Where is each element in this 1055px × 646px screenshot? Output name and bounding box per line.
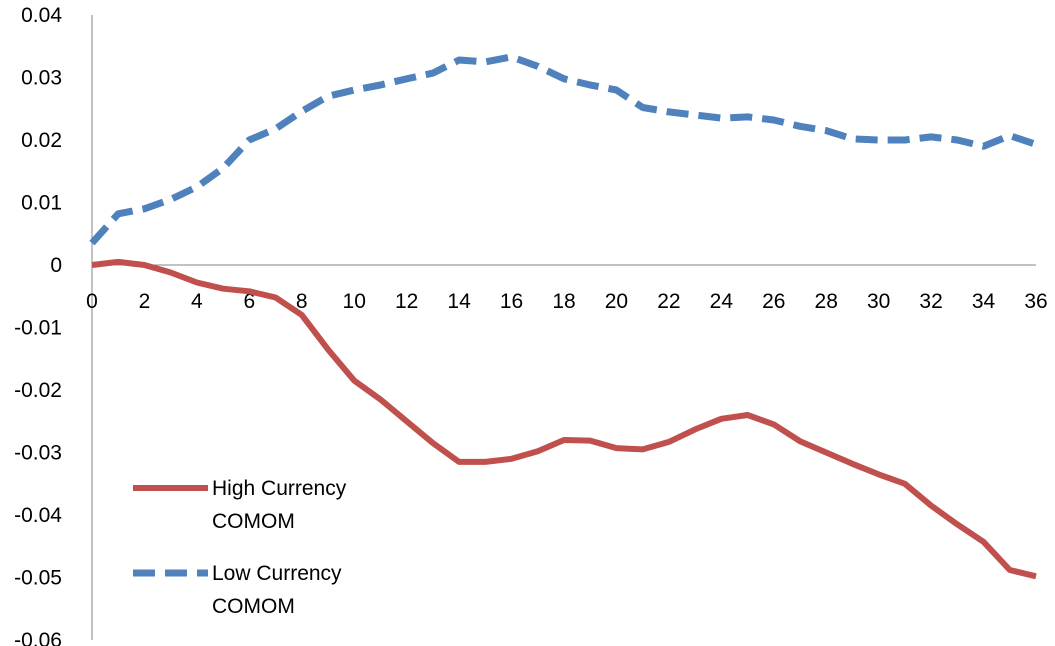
x-tick-label: 6 — [243, 290, 255, 313]
legend: High Currency COMOM Low Currency COMOM — [133, 477, 347, 618]
x-tick-label: 34 — [972, 290, 996, 313]
x-tick-label: 20 — [605, 290, 628, 313]
axes: 0.04 0.03 0.02 0.01 0 -0.01 -0.02 -0.03 -0.04 -0.… — [14, 4, 1048, 646]
legend-label: COMOM — [212, 510, 295, 533]
y-tick-label: -0.03 — [14, 442, 62, 465]
x-tick-label: 10 — [343, 290, 366, 313]
y-tick-label: 0.01 — [21, 192, 62, 215]
x-tick-label: 2 — [139, 290, 151, 313]
x-tick-label: 0 — [86, 290, 98, 313]
y-tick-label: 0.03 — [21, 67, 62, 90]
x-tick-label: 36 — [1024, 290, 1047, 313]
y-tick-label: 0 — [50, 254, 62, 277]
y-tick-label: -0.01 — [14, 317, 62, 340]
x-tick-label: 22 — [657, 290, 680, 313]
x-tick-label: 30 — [867, 290, 890, 313]
x-tick-label: 14 — [447, 290, 471, 313]
y-tick-label: -0.05 — [14, 567, 62, 590]
legend-label: COMOM — [212, 595, 295, 618]
x-tick-label: 12 — [395, 290, 418, 313]
legend-label: Low Currency — [212, 562, 342, 585]
y-tick-label: -0.06 — [14, 629, 62, 646]
y-tick-label: -0.04 — [14, 504, 62, 527]
x-tick-label: 4 — [191, 290, 203, 313]
x-tick-label: 24 — [710, 290, 734, 313]
x-tick-label: 28 — [815, 290, 838, 313]
legend-label: High Currency — [212, 477, 347, 500]
high-currency-comom-line — [91, 258, 1037, 580]
series-layer — [89, 53, 1038, 580]
x-tick-label: 18 — [552, 290, 575, 313]
x-tick-label: 8 — [296, 290, 308, 313]
y-tick-label: 0.02 — [21, 129, 62, 152]
y-tick-label: 0.04 — [21, 4, 62, 27]
x-tick-label: 16 — [500, 290, 523, 313]
x-tick-label: 26 — [762, 290, 785, 313]
x-tick-label: 32 — [919, 290, 942, 313]
y-tick-label: -0.02 — [14, 379, 62, 402]
low-currency-comom-line — [89, 53, 1038, 246]
